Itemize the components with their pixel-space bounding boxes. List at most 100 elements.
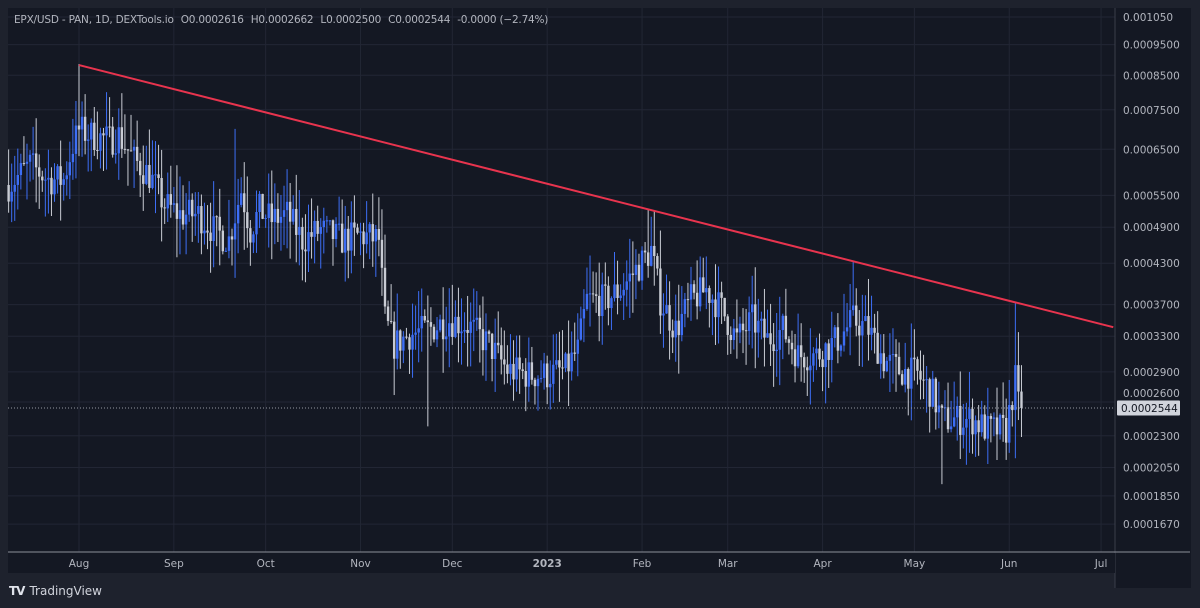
candle-body: [573, 352, 576, 354]
candle-body: [68, 162, 72, 176]
candle-body: [992, 417, 996, 419]
candle-body: [353, 222, 356, 228]
candle-body: [962, 427, 965, 435]
candle-body: [484, 331, 488, 351]
candle-body: [344, 228, 347, 253]
candle-body: [166, 194, 169, 209]
candle-body: [500, 345, 503, 360]
candle-body: [524, 371, 527, 387]
candle-body: [197, 206, 200, 214]
candle-body: [989, 416, 993, 419]
candle-body: [105, 126, 108, 136]
candle-body: [273, 208, 277, 223]
candle-body: [340, 223, 344, 253]
candle-body: [108, 126, 111, 128]
candle-body: [628, 273, 631, 282]
candle-body: [322, 220, 325, 228]
time-tick-label: Dec: [442, 558, 463, 570]
candle-body: [582, 309, 586, 319]
candle-body: [564, 353, 567, 369]
candle-body: [705, 288, 708, 293]
candle-body: [836, 327, 840, 351]
price-axis[interactable]: [1115, 8, 1191, 588]
candle-body: [331, 220, 335, 240]
candle-body: [117, 127, 120, 154]
candle-body: [472, 319, 475, 322]
candle-body: [334, 223, 338, 240]
candle-body: [258, 193, 261, 213]
candle-body: [998, 414, 1002, 435]
price-tick-label: 0.0005500: [1123, 190, 1180, 202]
candle-body: [279, 216, 283, 223]
candle-body: [93, 122, 96, 150]
trendline[interactable]: [78, 64, 1114, 329]
candle-body: [420, 315, 423, 329]
candle-body: [861, 321, 864, 336]
candle-body: [497, 342, 500, 346]
candle-body: [114, 153, 117, 155]
candle-body: [120, 127, 124, 149]
candle-body: [1017, 365, 1020, 392]
candle-body: [65, 175, 68, 180]
candle-body: [111, 126, 114, 155]
candle-body: [747, 312, 751, 331]
candle-body: [371, 224, 374, 242]
candle-body: [350, 222, 353, 251]
candle-body: [438, 319, 442, 331]
candle-body: [702, 277, 705, 293]
candle-body: [625, 281, 628, 290]
candle-body: [545, 363, 549, 388]
candle-body: [307, 232, 310, 252]
time-tick-label: Oct: [257, 558, 275, 570]
symbol-name[interactable]: EPX/USD - PAN, 1D, DEXTools.io: [14, 14, 174, 26]
candle-body: [910, 357, 913, 389]
candle-body: [775, 349, 778, 352]
ohlc-high: H0.0002662: [250, 14, 314, 26]
candle-body: [848, 310, 852, 328]
candle-body: [591, 293, 595, 295]
candle-body: [102, 133, 105, 136]
candle-body: [362, 231, 365, 245]
candles: [7, 64, 1023, 485]
candle-body: [708, 288, 711, 303]
candle-body: [417, 328, 420, 333]
candle-body: [815, 348, 818, 354]
candle-body: [858, 325, 861, 336]
candle-body: [56, 166, 59, 180]
candle-body: [643, 250, 647, 253]
candle-body: [818, 348, 821, 360]
symbol-legend: EPX/USD - PAN, 1D, DEXTools.io O0.0002616…: [14, 14, 555, 26]
time-tick-label: Nov: [350, 558, 371, 570]
candle-body: [142, 175, 145, 184]
candle-body: [656, 256, 659, 269]
candle-body: [784, 315, 788, 340]
candle-body: [640, 250, 644, 281]
candle-body: [386, 306, 390, 321]
candle-body: [726, 316, 729, 335]
candle-body: [261, 193, 264, 219]
candle-body: [270, 203, 273, 223]
candle-body: [62, 179, 65, 185]
candle-body: [310, 232, 313, 237]
candle-body: [934, 378, 937, 413]
candle-body: [542, 363, 546, 378]
candle-body: [870, 327, 873, 335]
candle-body: [181, 210, 185, 225]
candle-body: [769, 333, 772, 345]
candle-body: [86, 139, 90, 141]
tradingview-logo[interactable]: TV TradingView: [9, 584, 102, 598]
candle-body: [178, 210, 182, 219]
time-axis[interactable]: [8, 553, 1115, 573]
candle-body: [940, 405, 944, 408]
candle-body: [445, 336, 448, 340]
candle-body: [570, 352, 573, 372]
candle-body: [763, 318, 766, 338]
candle-body: [622, 289, 625, 296]
candle-body: [787, 339, 791, 343]
candle-body: [751, 304, 754, 313]
candle-body: [665, 305, 668, 314]
candle-body: [946, 407, 950, 430]
candle-body: [806, 367, 809, 371]
candle-body: [824, 343, 827, 368]
